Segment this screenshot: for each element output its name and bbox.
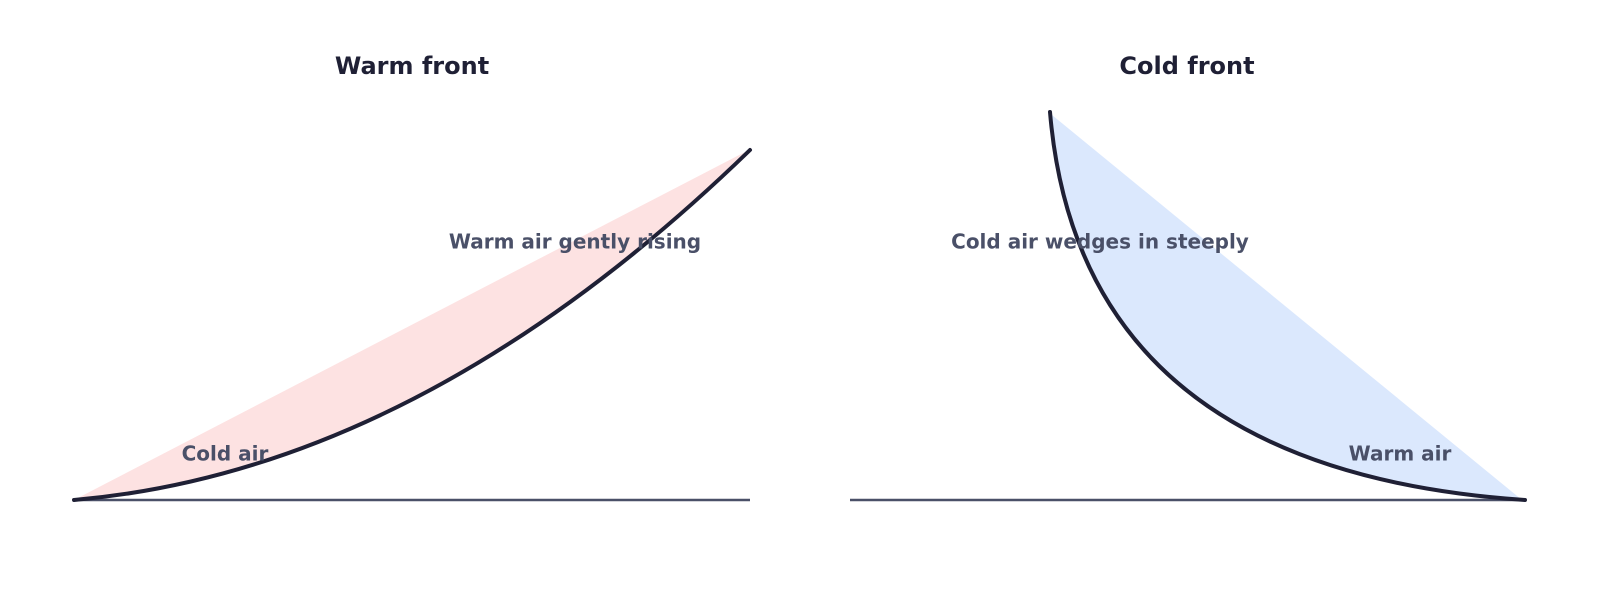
air-label: Warm air gently rising: [449, 230, 701, 254]
air-label: Cold air: [182, 442, 269, 466]
warm-air-wedge: [74, 152, 745, 500]
air-label: Warm air: [1349, 442, 1452, 466]
panel-title: Warm front: [335, 52, 489, 80]
warm-front-panel: Warm front Warm air gently rising Cold a…: [72, 52, 752, 502]
cold-front-panel: Cold front Cold air wedges in steeply Wa…: [850, 52, 1527, 502]
air-label: Cold air wedges in steeply: [951, 230, 1249, 254]
cold-air-wedge: [1052, 115, 1522, 500]
front-boundary: [72, 148, 752, 502]
front-boundary: [1048, 110, 1527, 502]
panel-title: Cold front: [1119, 52, 1254, 80]
